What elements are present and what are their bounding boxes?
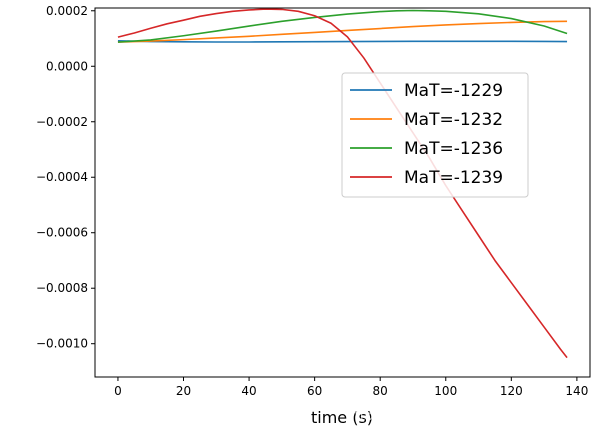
x-axis-label: time (s) [311,408,373,427]
x-tick-label: 140 [565,384,588,398]
x-tick-label: 100 [434,384,457,398]
legend-entry: MaT=-1229 [404,81,503,101]
x-tick-label: 0 [114,384,122,398]
series-line-MaT=-1232 [117,20,568,43]
x-tick-label: 20 [176,384,191,398]
y-tick-label: −0.0004 [36,170,88,184]
y-tick-label: 0.0002 [46,4,88,18]
x-tick-label: 40 [241,384,256,398]
x-tick-label: 120 [500,384,523,398]
y-tick-label: −0.0006 [36,226,88,240]
plot-frame [94,7,591,378]
legend-entry: MaT=-1239 [404,168,503,188]
legend-entry: MaT=-1232 [404,110,503,130]
legend: MaT=-1229 MaT=-1232 MaT=-1236 MaT=-1239 [341,72,529,198]
plot-area [117,8,568,359]
legend-entry: MaT=-1236 [404,139,503,159]
y-tick-label: −0.0010 [36,337,88,351]
x-tick-label: 80 [373,384,388,398]
series-line-MaT=-1236 [117,9,568,43]
legend-box [341,72,529,198]
series-line-MaT=-1229 [117,39,568,43]
axis-ticks: 0 20 40 60 80 100 120 140 0.0002 0.0000 −0.0002 −0.… [36,4,588,398]
y-tick-label: 0.0000 [46,59,88,73]
y-tick-label: −0.0008 [36,281,88,295]
watermark: https://blog.csdn.net/weixin_41869644 [346,409,600,424]
y-tick-label: −0.0002 [36,115,88,129]
x-tick-label: 60 [307,384,322,398]
series-line-MaT=-1239 [117,8,568,359]
